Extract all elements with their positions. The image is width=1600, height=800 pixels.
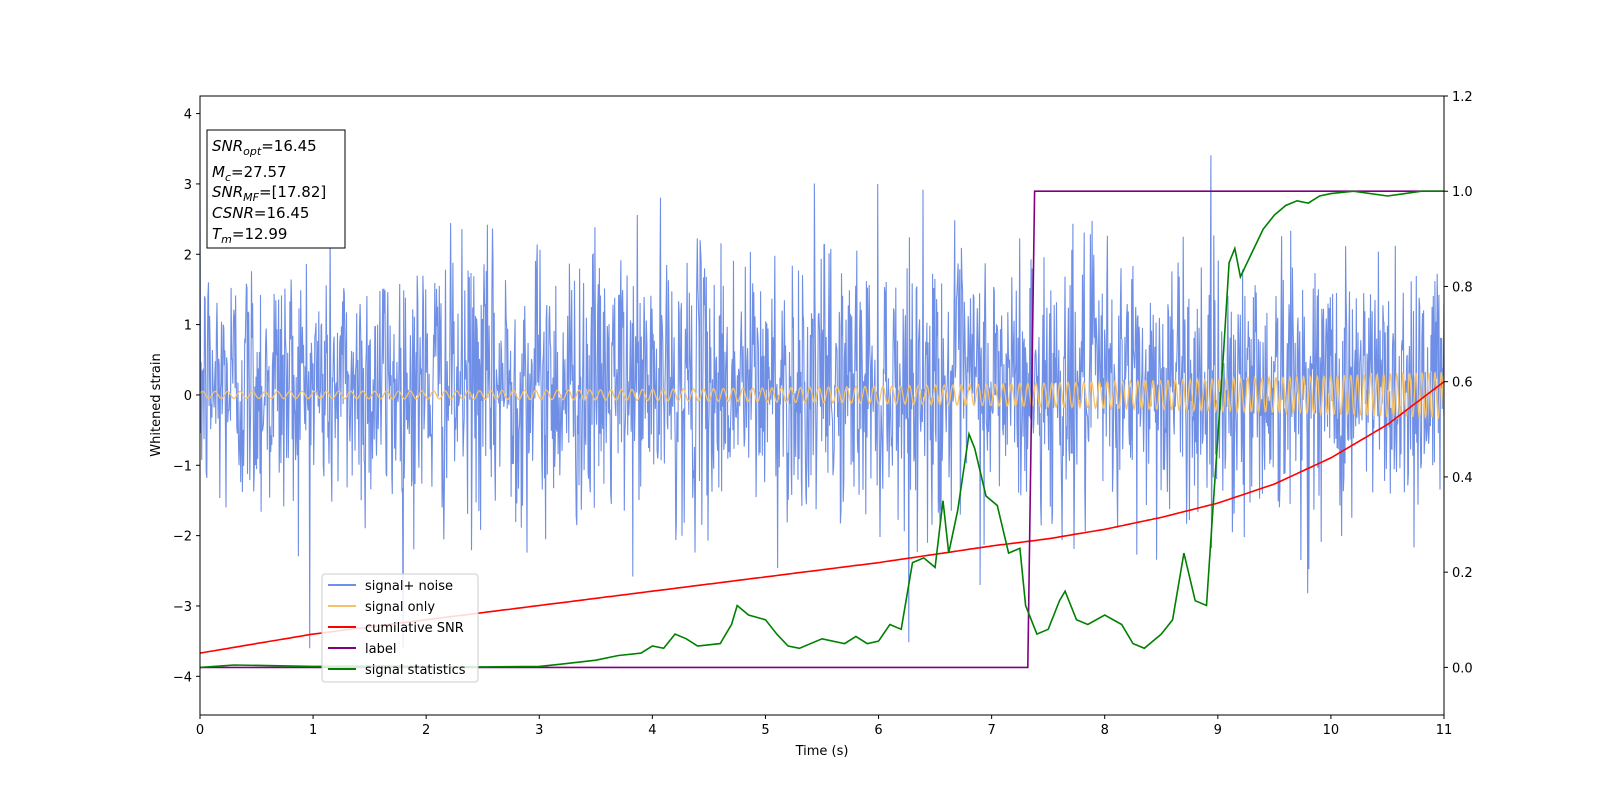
y-tick-label: 3	[184, 178, 192, 193]
y-axis-right: 0.0 0.2 0.4 0.6 0.8 1.0 1.2	[1444, 90, 1473, 676]
x-tick-label: 5	[761, 723, 769, 738]
y-axis-left: −4 −3 −2 −1 0 1 2 3 4	[173, 108, 200, 685]
y2-tick-label: 0.6	[1452, 376, 1473, 391]
y-tick-label: 0	[184, 389, 192, 404]
y-tick-label: 2	[184, 248, 192, 263]
legend-label: label	[365, 642, 396, 657]
y2-tick-label: 0.0	[1452, 661, 1473, 676]
y2-tick-label: 1.2	[1452, 90, 1473, 105]
legend: signal+ noise signal only cumilative SNR la…	[321, 573, 479, 683]
annotation-line: SNRopt=16.45	[212, 137, 317, 158]
series-signal-statistics	[200, 190, 1444, 669]
x-tick-label: 10	[1323, 723, 1340, 738]
x-tick-label: 9	[1214, 723, 1222, 738]
x-axis: 0 1 2 3 4 5 6 7 8 9 10 11	[196, 715, 1452, 738]
annotation-box: SNRopt=16.45 Mc=27.57SNRMF=[17.82]CSNR=16…	[206, 129, 346, 249]
plot-frame	[199, 95, 1445, 716]
series-signal-only	[200, 371, 1444, 420]
y2-tick-label: 0.4	[1452, 471, 1473, 486]
x-tick-label: 1	[309, 723, 317, 738]
annotation-line: Tm=12.99	[212, 225, 287, 246]
y-tick-label: −4	[173, 670, 192, 685]
x-tick-label: 3	[535, 723, 543, 738]
y-tick-label: 1	[184, 319, 192, 334]
legend-label: signal statistics	[365, 663, 466, 678]
x-tick-label: 2	[422, 723, 430, 738]
series-label	[200, 190, 1444, 669]
annotation-frame	[206, 129, 346, 249]
y2-tick-label: 0.8	[1452, 280, 1473, 295]
legend-frame	[321, 573, 479, 683]
x-tick-label: 0	[196, 723, 204, 738]
annotation-line: SNRMF=[17.82]	[212, 183, 326, 204]
legend-label: cumilative SNR	[365, 621, 464, 636]
annotation-line: CSNR=16.45	[212, 204, 309, 222]
x-tick-label: 4	[648, 723, 656, 738]
legend-label: signal only	[365, 600, 435, 615]
y-tick-label: −2	[173, 530, 192, 545]
legend-label: signal+ noise	[365, 579, 453, 594]
series-signal-noise	[200, 155, 1444, 649]
y-tick-label: −1	[173, 459, 192, 474]
y-tick-label: 4	[184, 108, 192, 123]
x-tick-label: 8	[1101, 723, 1109, 738]
x-axis-label: Time (s)	[795, 744, 849, 759]
y2-tick-label: 1.0	[1452, 185, 1473, 200]
x-tick-label: 6	[874, 723, 882, 738]
y2-tick-label: 0.2	[1452, 566, 1473, 581]
annotation-line: Mc=27.57	[212, 163, 287, 184]
x-tick-label: 11	[1436, 723, 1453, 738]
y-tick-label: −3	[173, 600, 192, 615]
x-tick-label: 7	[987, 723, 995, 738]
y-axis-label: Whitened strain	[149, 353, 164, 456]
